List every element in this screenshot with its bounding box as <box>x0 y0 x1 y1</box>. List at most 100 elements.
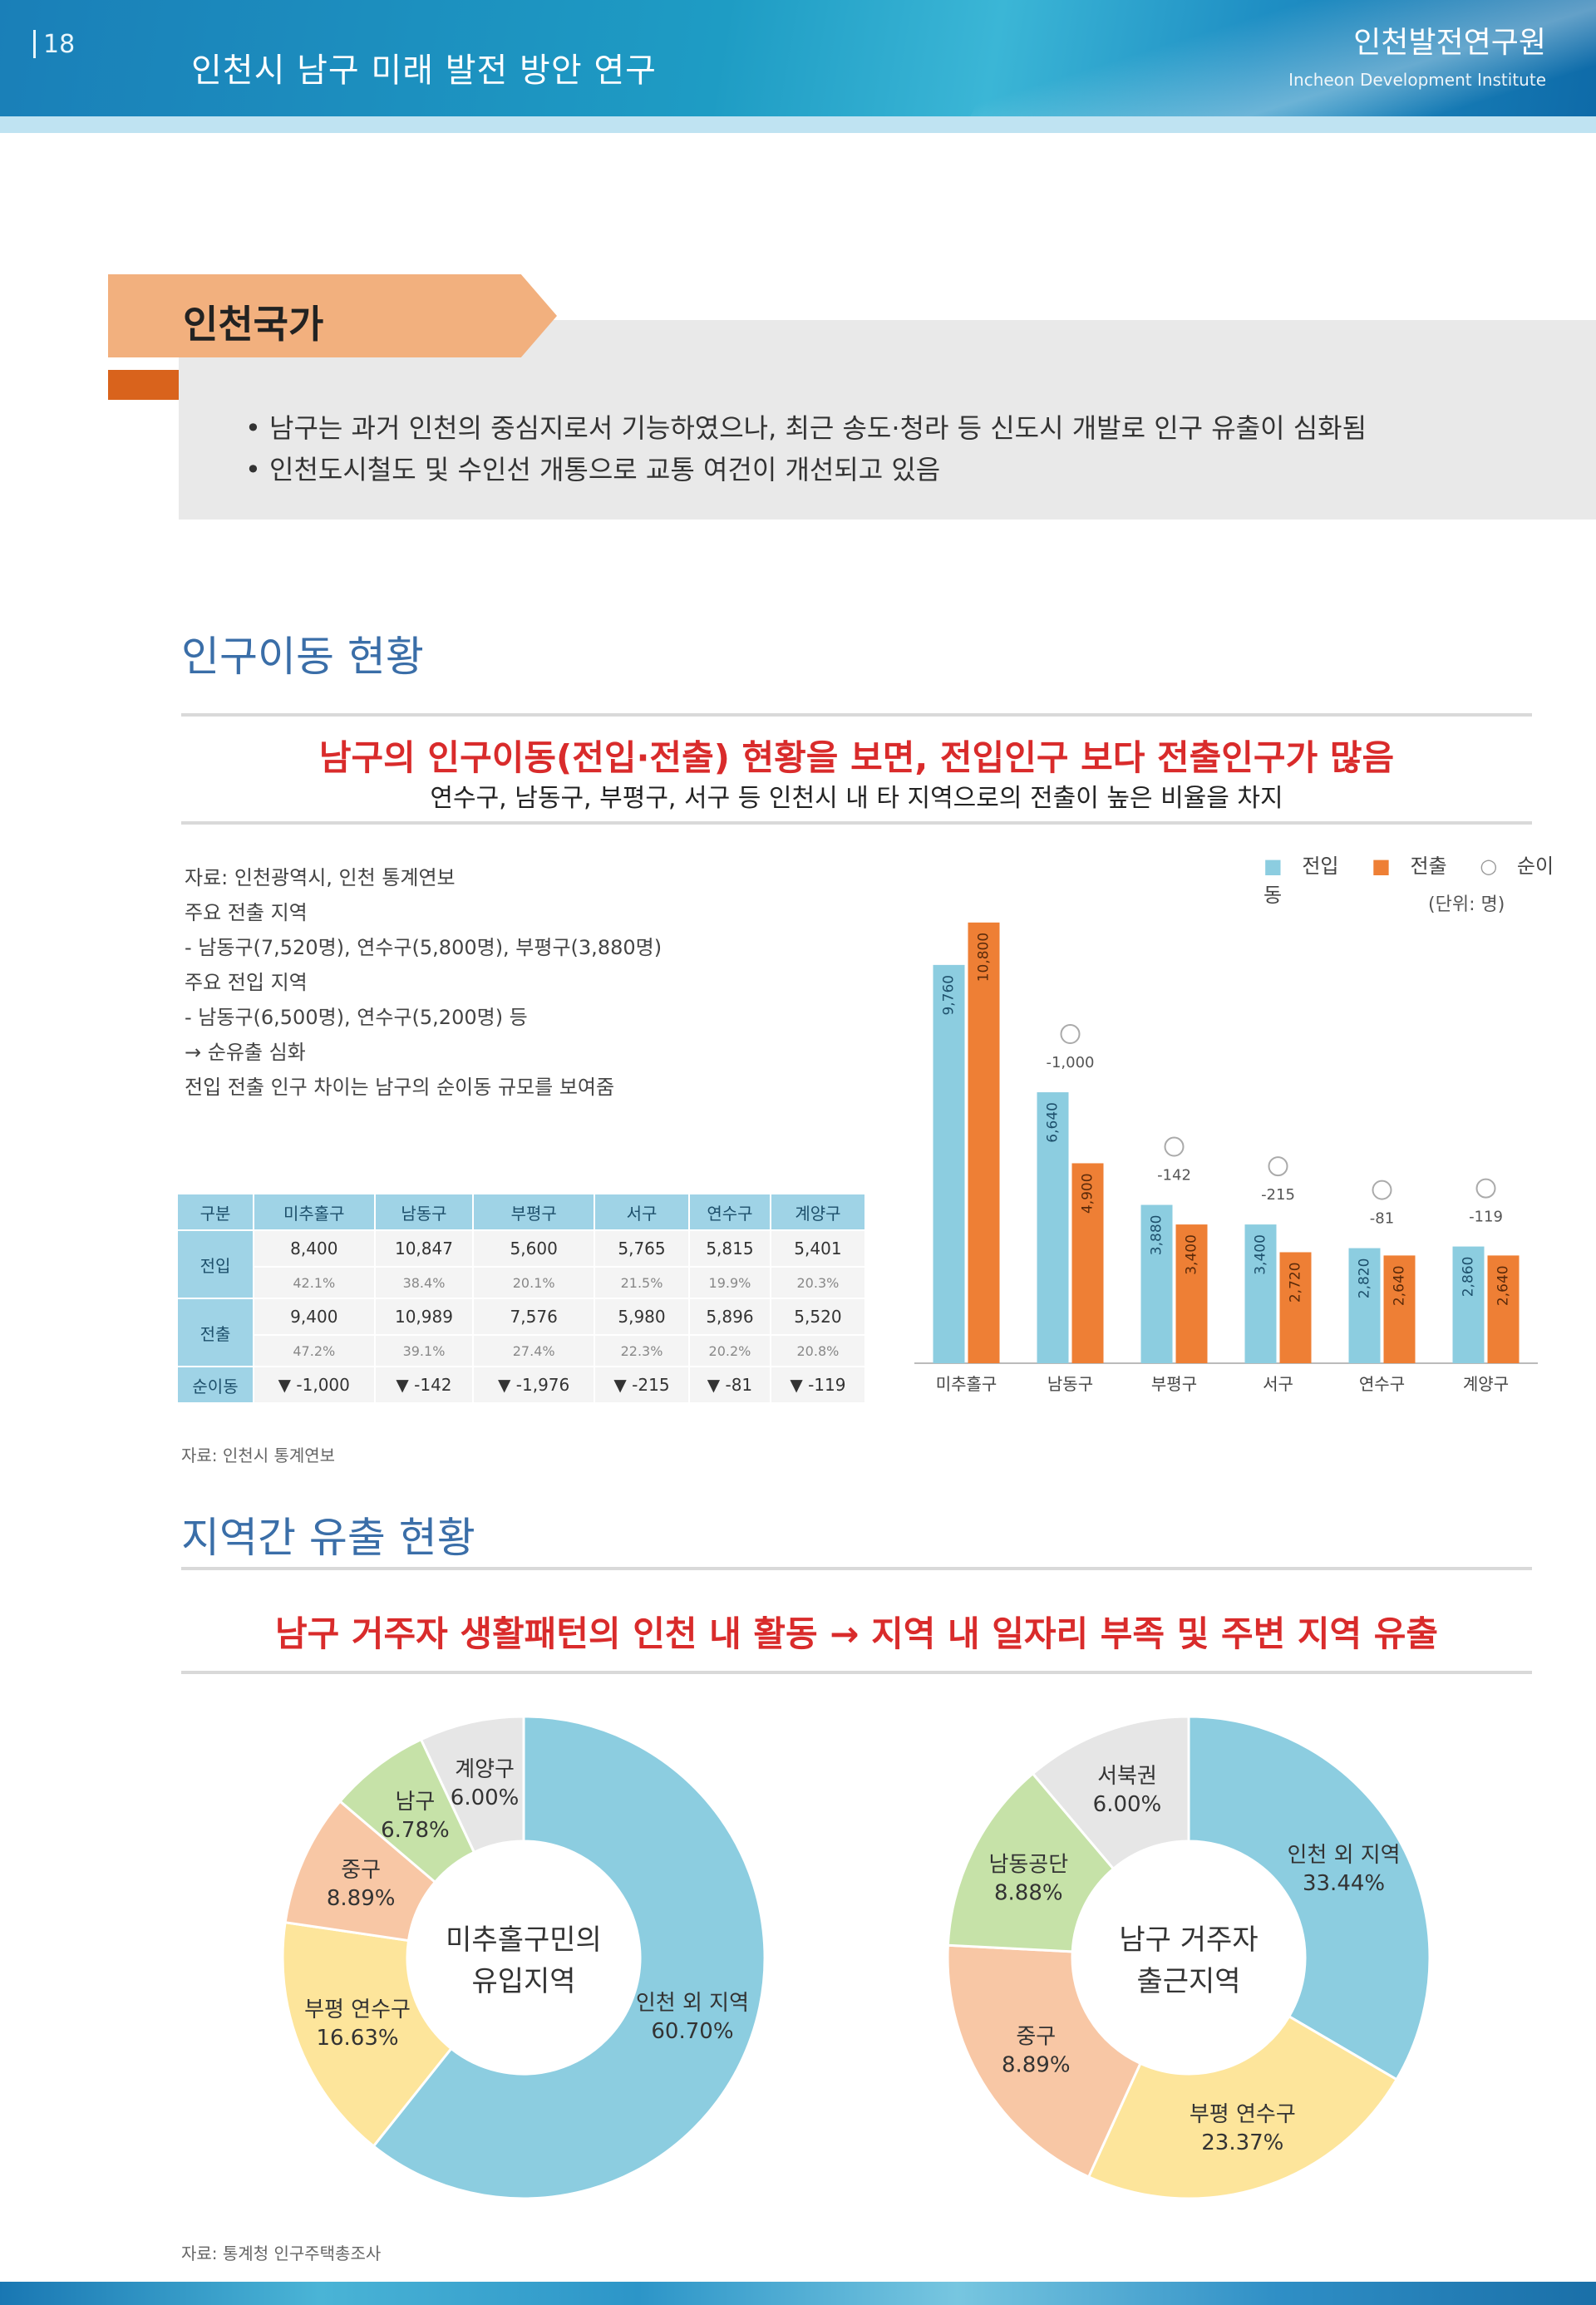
data-label-out: 2,720 <box>1288 1262 1304 1303</box>
publisher-logo: 인천발전연구원 Incheon Development Institute <box>1272 18 1546 90</box>
legend-label: 전입 <box>1302 855 1339 878</box>
data-label-out: 2,640 <box>1392 1265 1408 1306</box>
chart-legend: ■ 전입 ■ 전출 ○ 순이동 <box>1264 850 1596 908</box>
table-cell: 5,600 <box>472 1229 595 1268</box>
net-marker <box>1060 1024 1081 1045</box>
table-header-row: 구분 미추홀구 남동구 부평구 서구 연수구 계양구 <box>176 1193 867 1231</box>
bar-out <box>1487 1255 1520 1363</box>
table-header: 서구 <box>593 1193 691 1231</box>
bar-out <box>968 922 1000 1363</box>
table-cell-pct: 20.8% <box>769 1334 867 1367</box>
donut-slice <box>419 1715 525 1854</box>
bar-in <box>1140 1204 1173 1363</box>
slice-label: 중구 <box>341 1858 381 1883</box>
slice-label: 인천 외 지역 <box>1287 1843 1400 1868</box>
table-cell-pct: 20.3% <box>769 1266 867 1299</box>
table-cell-pct: 47.2% <box>253 1334 376 1367</box>
net-marker <box>1372 1180 1392 1200</box>
row-label: 순이동 <box>176 1366 254 1404</box>
category-label: 계양구 <box>1463 1374 1509 1394</box>
slice-value: 6.78% <box>381 1818 450 1843</box>
table-header: 연수구 <box>688 1193 771 1231</box>
migration-sub-message: 연수구, 남동구, 부평구, 서구 등 인천시 내 타 지역으로의 전출이 높은… <box>430 784 1283 813</box>
migration-table: 구분 미추홀구 남동구 부평구 서구 연수구 계양구 전입 8,400 10,8… <box>176 1193 867 1404</box>
donut-center-label: 출근지역 <box>1136 1965 1240 1998</box>
net-label: -81 <box>1370 1210 1394 1228</box>
page-footer-band <box>0 2282 1596 2305</box>
divider-bottom <box>181 1671 1532 1674</box>
donut-slice <box>1086 2014 1399 2200</box>
table-header: 계양구 <box>769 1193 867 1231</box>
intro-summary-box: • 남구는 과거 인천의 중심지로서 기능하였으나, 최근 송도·청라 등 신도… <box>179 320 1596 520</box>
slice-label: 중구 <box>1016 2025 1056 2050</box>
data-label-in: 3,400 <box>1253 1234 1269 1275</box>
table-cell: 9,400 <box>253 1298 376 1336</box>
outflow-key-message: 남구 거주자 생활패턴의 인천 내 활동 → 지역 내 일자리 부족 및 주변 … <box>274 1613 1439 1654</box>
donut-center-label: 유입지역 <box>471 1965 575 1998</box>
row-label: 전출 <box>176 1298 254 1367</box>
table-cell: ▼ -119 <box>769 1366 867 1404</box>
table-cell: 5,520 <box>769 1298 867 1336</box>
category-label: 남동구 <box>1047 1374 1093 1394</box>
net-marker <box>1164 1136 1185 1157</box>
net-label: -119 <box>1469 1209 1503 1226</box>
slice-label: 인천 외 지역 <box>636 1991 749 2016</box>
section-tab: 인천국가 <box>108 274 557 357</box>
slice-value: 6.00% <box>1093 1792 1162 1817</box>
slice-label: 남동공단 <box>988 1853 1068 1878</box>
slice-value: 33.44% <box>1303 1871 1385 1896</box>
note-line: - 남동구(6,500명), 연수구(5,200명) 등 <box>185 1006 528 1029</box>
legend-item-net: ○ 순이동 <box>1264 855 1554 907</box>
bar-in <box>1452 1246 1485 1363</box>
section-tab-corner <box>108 370 179 400</box>
divider-top <box>181 713 1532 717</box>
row-label: 전입 <box>176 1229 254 1299</box>
migration-heading: 인구이동 현황 <box>181 633 424 681</box>
donut-slice <box>1187 1715 1431 2081</box>
note-line: 주요 전입 지역 <box>185 971 308 994</box>
category-label: 연수구 <box>1359 1374 1405 1394</box>
slice-value: 60.70% <box>651 2019 733 2044</box>
data-label-in: 9,760 <box>941 975 958 1016</box>
data-label-out: 2,640 <box>1495 1265 1512 1306</box>
table-cell: ▼ -215 <box>593 1366 691 1404</box>
table-cell: 10,847 <box>373 1229 475 1268</box>
slice-value: 8.89% <box>1002 2053 1071 2078</box>
net-marker <box>1475 1178 1496 1199</box>
slice-label: 계양구 <box>455 1757 515 1782</box>
table-cell: ▼ -142 <box>373 1366 475 1404</box>
bar-out <box>1383 1255 1416 1363</box>
category-label: 서구 <box>1263 1374 1293 1394</box>
table-row: 42.1% 38.4% 20.1% 21.5% 19.9% 20.3% <box>177 1266 867 1299</box>
table-cell: 5,765 <box>593 1229 691 1268</box>
divider-top <box>181 1567 1532 1570</box>
migration-notes: 자료: 인천광역시, 인천 통계연보 주요 전출 지역 - 남동구(7,520명… <box>185 860 883 1105</box>
outflow-heading: 지역간 유출 현황 <box>181 1514 475 1562</box>
table-header: 남동구 <box>373 1193 475 1231</box>
bar-out <box>1279 1252 1312 1363</box>
table-row: 순이동 ▼ -1,000 ▼ -142 ▼ -1,976 ▼ -215 ▼ -8… <box>176 1366 867 1404</box>
bar-in <box>933 964 965 1363</box>
slice-value: 6.00% <box>451 1785 520 1810</box>
data-label-in: 2,820 <box>1357 1258 1373 1299</box>
table-cell-pct: 22.3% <box>593 1334 691 1367</box>
table-cell: ▼ -81 <box>688 1366 771 1404</box>
data-label-in: 6,640 <box>1045 1102 1062 1143</box>
publisher-name: 인천발전연구원 <box>1353 26 1546 60</box>
note-line: - 남동구(7,520명), 연수구(5,800명), 부평구(3,880명) <box>185 936 663 959</box>
page-number-separator <box>33 30 36 58</box>
table-row: 전입 8,400 10,847 5,600 5,765 5,815 5,401 <box>176 1229 867 1299</box>
table-cell: 5,815 <box>688 1229 771 1268</box>
table-cell-pct: 39.1% <box>373 1334 475 1367</box>
slice-value: 16.63% <box>316 2026 398 2051</box>
divider-bottom <box>181 821 1532 825</box>
category-label: 미추홀구 <box>936 1374 998 1394</box>
note-line: 자료: 인천광역시, 인천 통계연보 <box>185 866 456 889</box>
section-tab-title: 인천국가 <box>183 302 324 347</box>
header-bottom-strip <box>0 116 1596 133</box>
table-cell-pct: 42.1% <box>253 1266 376 1299</box>
donut-center-label: 남구 거주자 <box>1119 1923 1258 1957</box>
table-row: 47.2% 39.1% 27.4% 22.3% 20.2% 20.8% <box>177 1334 867 1367</box>
slice-value: 8.88% <box>994 1881 1063 1906</box>
table-row: 전출 9,400 10,989 7,576 5,980 5,896 5,520 <box>176 1298 867 1367</box>
